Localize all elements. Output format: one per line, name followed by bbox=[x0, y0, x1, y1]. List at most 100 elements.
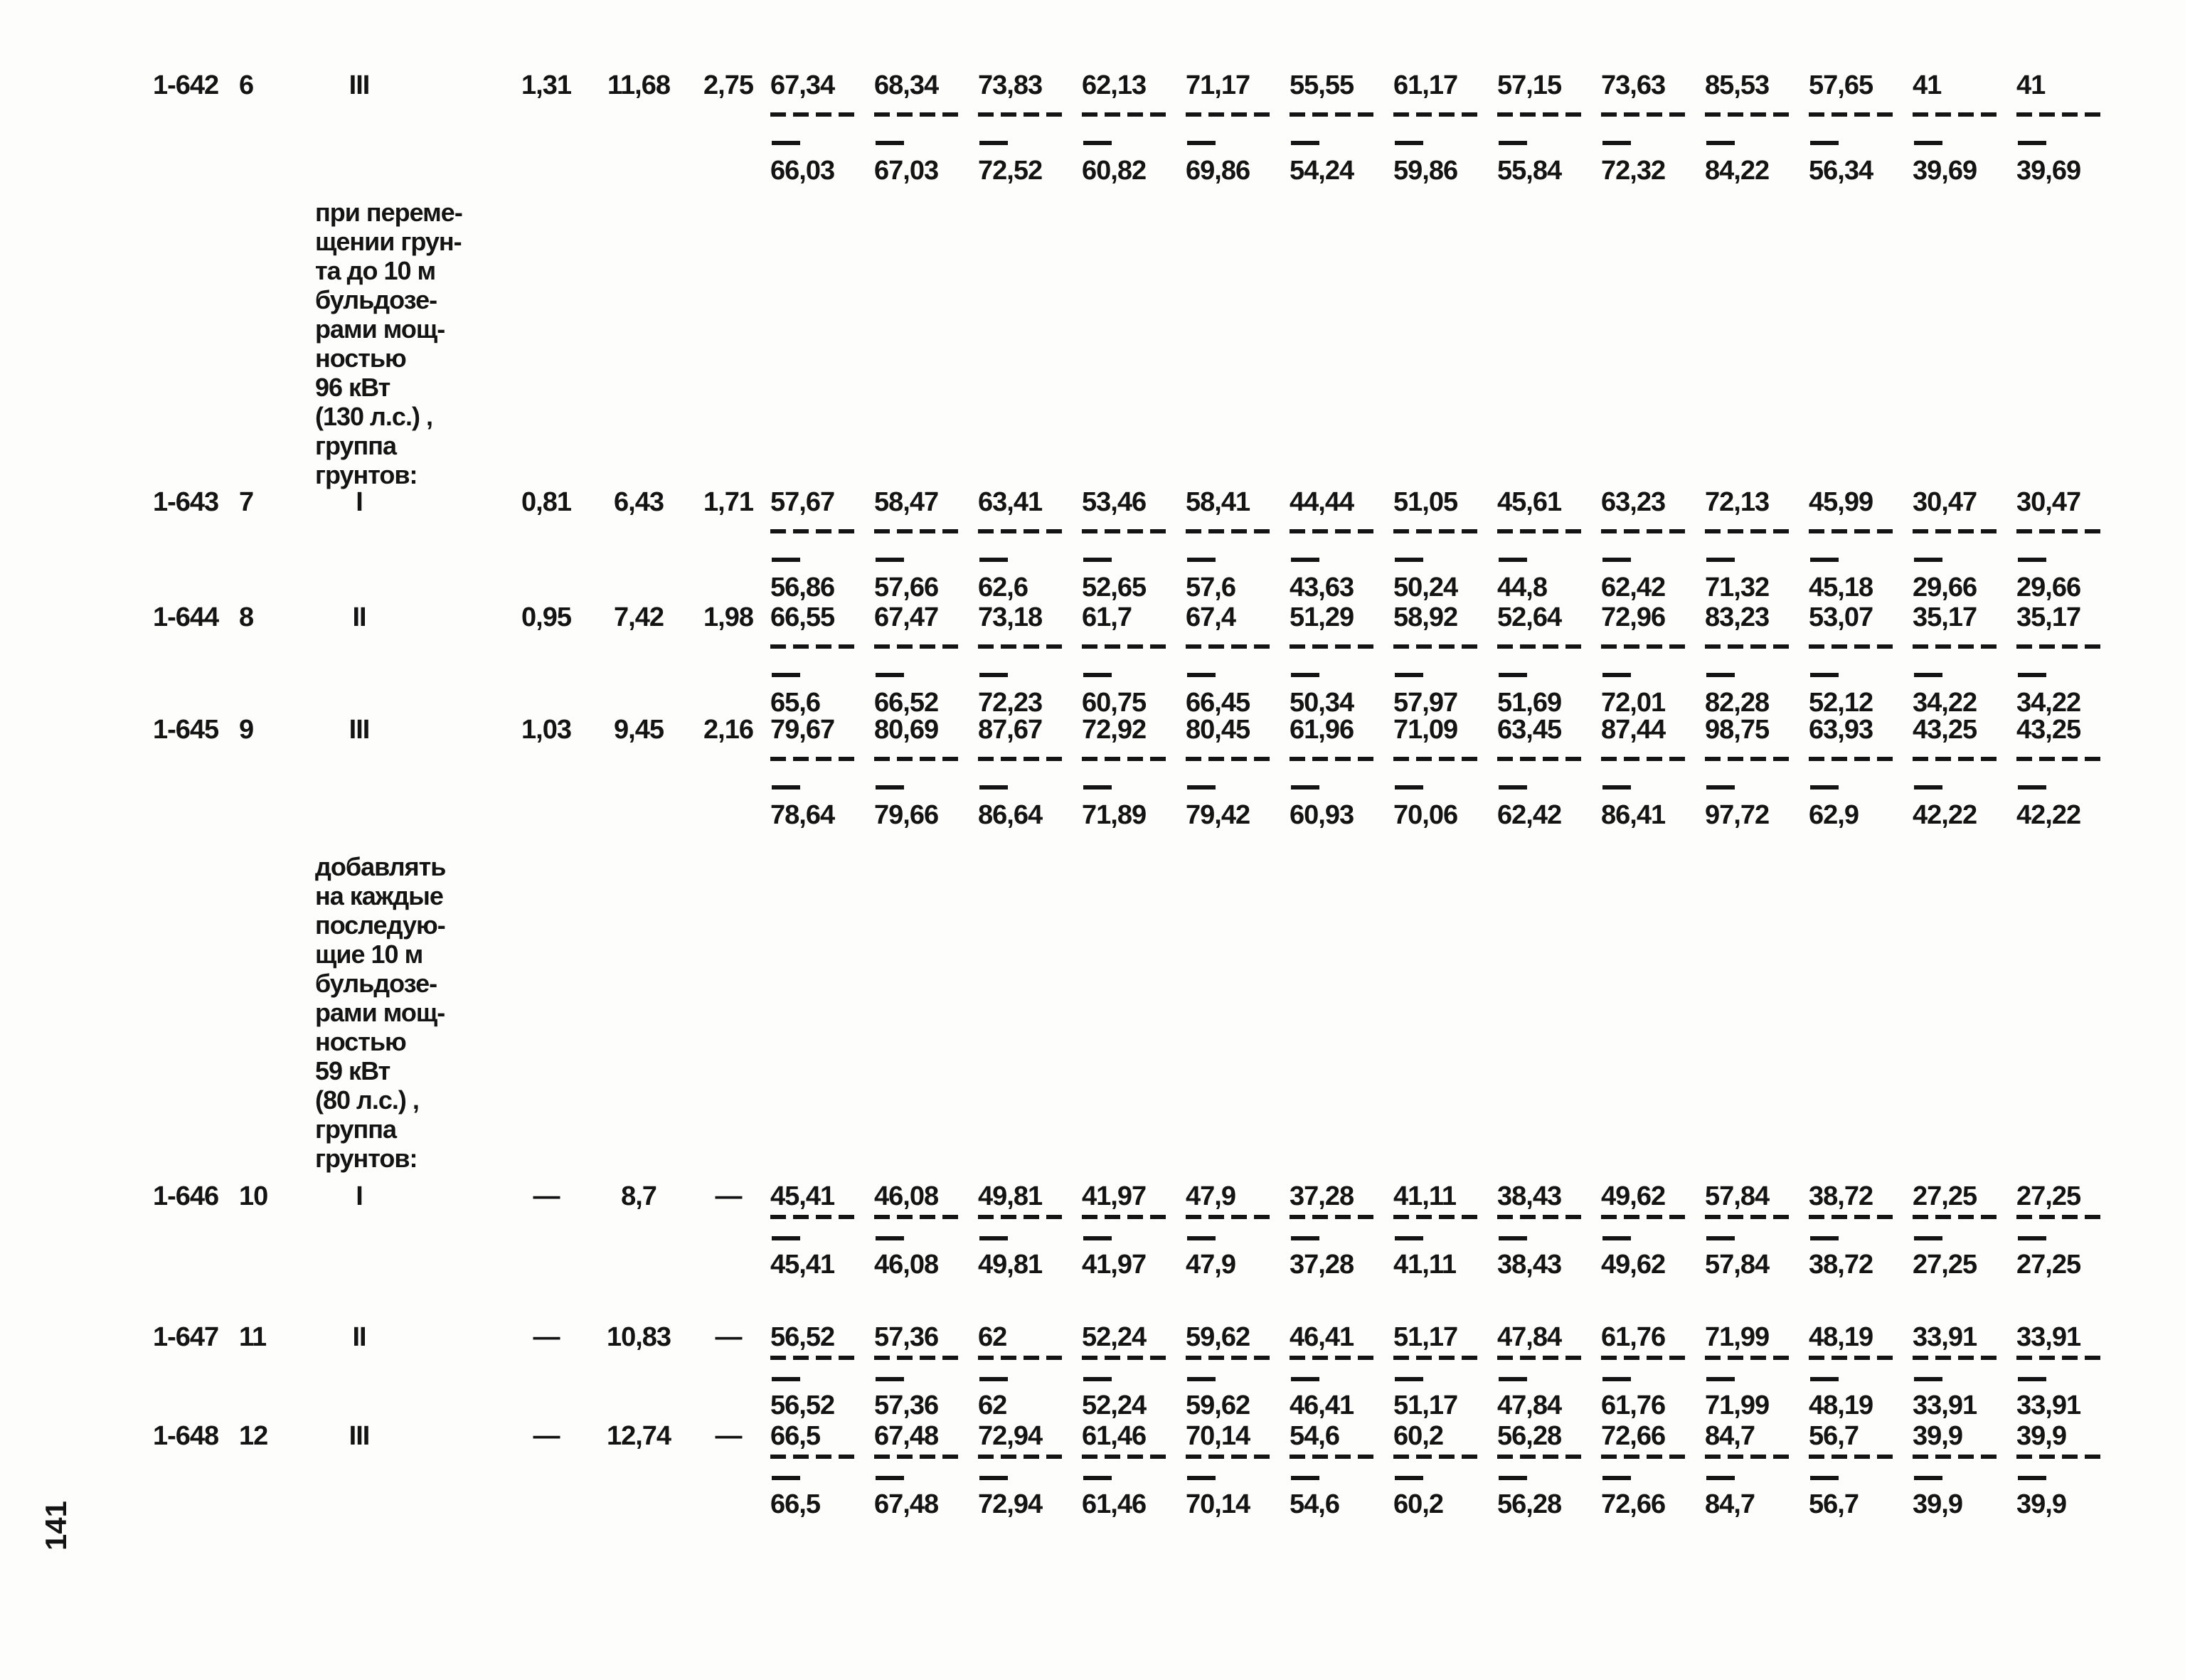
fraction-numerator: 58,41 bbox=[1186, 487, 1250, 517]
fraction-bar bbox=[770, 1356, 857, 1360]
fraction-cell: 72,92 71,89 bbox=[1082, 716, 1181, 829]
note-line: 96 кВт bbox=[315, 373, 390, 402]
fraction-numerator: 33,91 bbox=[2016, 1322, 2081, 1352]
fraction-bar bbox=[978, 757, 1065, 761]
fraction-dash bbox=[1706, 673, 1735, 677]
fraction-denominator: 37,28 bbox=[1290, 1250, 1354, 1280]
fraction-cell: 43,25 42,22 bbox=[1913, 716, 2012, 829]
fraction-denominator: 46,08 bbox=[874, 1250, 939, 1280]
fraction-numerator: 85,53 bbox=[1705, 70, 1770, 100]
fraction-numerator: 47,84 bbox=[1497, 1322, 1562, 1352]
fraction-dash bbox=[1083, 1377, 1112, 1381]
fraction-cell: 71,99 71,99 bbox=[1705, 1323, 1804, 1420]
fraction-numerator: 43,25 bbox=[2016, 715, 2081, 745]
fraction-denominator: 86,64 bbox=[978, 800, 1043, 830]
fraction-denominator: 45,41 bbox=[770, 1250, 835, 1280]
fraction-denominator: 62,6 bbox=[978, 573, 1028, 602]
fraction-cell: 73,63 72,32 bbox=[1601, 71, 1701, 185]
fraction-dash bbox=[1187, 141, 1216, 145]
fraction-cell: 72,13 71,32 bbox=[1705, 488, 1804, 602]
fraction-denominator: 39,9 bbox=[2016, 1489, 2067, 1519]
fraction-bar bbox=[1186, 757, 1272, 761]
fraction-numerator: 67,47 bbox=[874, 602, 939, 632]
fraction-cell: 30,47 29,66 bbox=[2016, 488, 2116, 602]
fraction-denominator: 44,8 bbox=[1497, 573, 1548, 602]
fraction-dash bbox=[1499, 558, 1527, 562]
fraction-denominator: 78,64 bbox=[770, 800, 835, 830]
fraction-dash bbox=[1083, 673, 1112, 677]
fraction-numerator: 67,48 bbox=[874, 1421, 939, 1451]
fraction-bar bbox=[1393, 644, 1480, 649]
fraction-dash bbox=[772, 1236, 800, 1240]
fraction-denominator: 48,19 bbox=[1809, 1391, 1873, 1420]
fraction-bar bbox=[1186, 1356, 1272, 1360]
fraction-bar bbox=[1393, 529, 1480, 533]
fraction-numerator: 60,2 bbox=[1393, 1421, 1444, 1451]
fraction-bar bbox=[1705, 1455, 1792, 1459]
fraction-denominator: 39,69 bbox=[2016, 156, 2081, 186]
fraction-numerator: 39,9 bbox=[2016, 1421, 2067, 1451]
note-line: последую- bbox=[315, 910, 446, 940]
fraction-denominator: 84,22 bbox=[1705, 156, 1770, 186]
row-item-number: 11 bbox=[239, 1322, 267, 1352]
fraction-bar bbox=[1497, 1356, 1584, 1360]
note-line: на каждые bbox=[315, 881, 444, 910]
fraction-cell: 41,97 41,97 bbox=[1082, 1182, 1181, 1279]
row-item-number: 9 bbox=[239, 715, 254, 745]
value-col-1: — bbox=[533, 1322, 560, 1352]
fraction-bar bbox=[1290, 1356, 1376, 1360]
fraction-denominator: 50,24 bbox=[1393, 573, 1458, 602]
fraction-bar bbox=[1601, 1455, 1688, 1459]
fraction-cell: 55,55 54,24 bbox=[1290, 71, 1389, 185]
fraction-cell: 66,55 65,6 bbox=[770, 603, 870, 717]
fraction-cell: 63,41 62,6 bbox=[978, 488, 1078, 602]
value-col-2: 9,45 bbox=[614, 715, 664, 745]
fraction-numerator: 27,25 bbox=[1913, 1181, 1977, 1211]
fraction-dash bbox=[1083, 785, 1112, 790]
fraction-dash bbox=[772, 558, 800, 562]
fraction-numerator: 68,34 bbox=[874, 70, 939, 100]
fraction-bar bbox=[1497, 1215, 1584, 1219]
fraction-numerator: 49,81 bbox=[978, 1181, 1043, 1211]
fraction-numerator: 61,46 bbox=[1082, 1421, 1147, 1451]
fraction-denominator: 66,03 bbox=[770, 156, 835, 186]
fraction-bar bbox=[1705, 112, 1792, 117]
fraction-cell: 84,7 84,7 bbox=[1705, 1422, 1804, 1519]
fraction-bar bbox=[1393, 1215, 1480, 1219]
fraction-cell: 98,75 97,72 bbox=[1705, 716, 1804, 829]
fraction-numerator: 52,64 bbox=[1497, 602, 1562, 632]
fraction-dash bbox=[1914, 1377, 1942, 1381]
fraction-dash bbox=[1602, 1236, 1631, 1240]
fraction-numerator: 61,7 bbox=[1082, 602, 1132, 632]
fraction-denominator: 72,23 bbox=[978, 688, 1043, 718]
fraction-denominator: 69,86 bbox=[1186, 156, 1250, 186]
value-col-3: 1,71 bbox=[703, 487, 754, 517]
fraction-cell: 35,17 34,22 bbox=[1913, 603, 2012, 717]
fraction-dash bbox=[1914, 1236, 1942, 1240]
value-col-2: 12,74 bbox=[606, 1421, 671, 1451]
fraction-numerator: 63,93 bbox=[1809, 715, 1873, 745]
fraction-numerator: 39,9 bbox=[1913, 1421, 1963, 1451]
soil-group: II bbox=[352, 602, 366, 632]
fraction-denominator: 62 bbox=[978, 1391, 1007, 1420]
fraction-bar bbox=[1601, 1215, 1688, 1219]
fraction-cell: 53,46 52,65 bbox=[1082, 488, 1181, 602]
fraction-denominator: 70,14 bbox=[1186, 1489, 1250, 1519]
fraction-denominator: 52,24 bbox=[1082, 1391, 1147, 1420]
fraction-denominator: 27,25 bbox=[1913, 1250, 1977, 1280]
fraction-dash bbox=[1395, 141, 1423, 145]
fraction-numerator: 63,45 bbox=[1497, 715, 1562, 745]
soil-group: I bbox=[356, 1181, 363, 1211]
fraction-numerator: 51,05 bbox=[1393, 487, 1458, 517]
fraction-cell: 57,65 56,34 bbox=[1809, 71, 1908, 185]
fraction-dash bbox=[1291, 785, 1319, 790]
fraction-dash bbox=[876, 785, 904, 790]
note-line: бульдозе- bbox=[315, 285, 437, 314]
note-line: группа bbox=[315, 431, 397, 460]
fraction-dash bbox=[1810, 1236, 1839, 1240]
value-col-1: — bbox=[533, 1181, 560, 1211]
fraction-denominator: 60,75 bbox=[1082, 688, 1147, 718]
fraction-denominator: 71,99 bbox=[1705, 1391, 1770, 1420]
fraction-bar bbox=[874, 757, 961, 761]
fraction-numerator: 58,92 bbox=[1393, 602, 1458, 632]
